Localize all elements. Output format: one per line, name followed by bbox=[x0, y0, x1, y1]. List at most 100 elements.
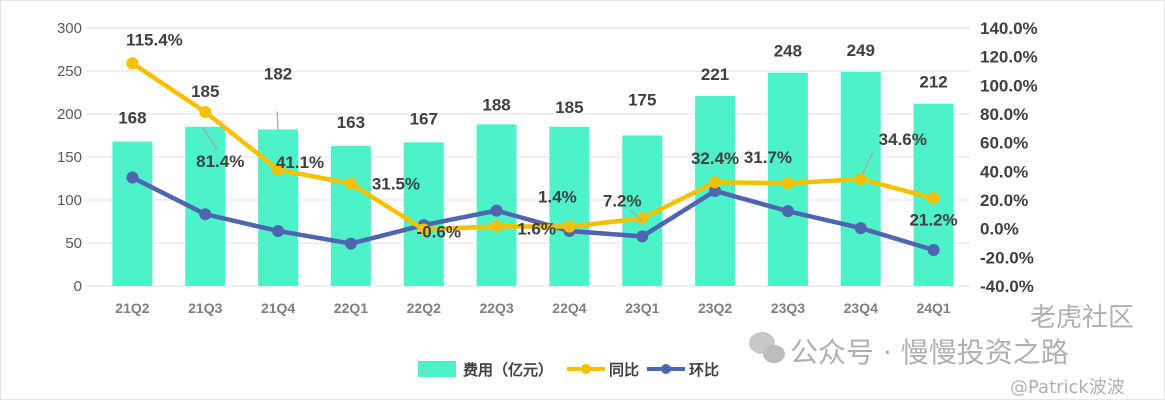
yoy-point-23Q4 bbox=[854, 173, 867, 186]
qoq-point-23Q1 bbox=[636, 230, 649, 243]
yoy-point-21Q3 bbox=[199, 105, 212, 118]
gridlines bbox=[86, 27, 970, 287]
right-axis-tick: 60.0% bbox=[980, 134, 1028, 153]
qoq-point-21Q4 bbox=[272, 224, 285, 237]
legend-label-fee: 费用（亿元） bbox=[463, 361, 553, 379]
bar-22Q1 bbox=[330, 145, 371, 286]
watermark-community: 老虎社区 bbox=[1030, 303, 1134, 333]
bar-data-label: 163 bbox=[337, 113, 365, 132]
yoy-data-label: 41.1% bbox=[276, 153, 324, 172]
x-axis-tick: 21Q3 bbox=[188, 300, 222, 316]
right-axis-tick: 100.0% bbox=[980, 76, 1038, 95]
yoy-data-label: 1.6% bbox=[517, 219, 556, 238]
x-axis-tick: 22Q2 bbox=[407, 300, 441, 316]
bar-data-label: 188 bbox=[482, 95, 510, 114]
qoq-point-23Q4 bbox=[854, 222, 867, 235]
bar-data-label: 221 bbox=[701, 65, 729, 84]
bar-data-label: 248 bbox=[774, 42, 802, 61]
axes: 0 50 100 150 200 250 300 -40.0% -20.0% 0.0% 20.0% 4… bbox=[57, 19, 1038, 316]
left-axis-tick: 150 bbox=[57, 149, 82, 166]
bar-data-label: 212 bbox=[919, 73, 947, 92]
data-labels: 168 185 182 163 167 188 185 175 221 248 249 212 115.… bbox=[118, 30, 957, 241]
watermark: 公众号 · 慢慢投资之路 老虎社区 @Patrick波波 bbox=[749, 303, 1134, 398]
yoy-data-label: 115.4% bbox=[126, 30, 183, 49]
qoq-line bbox=[131, 175, 935, 253]
bar-data-label: 185 bbox=[191, 82, 219, 101]
yoy-data-label: 34.6% bbox=[879, 130, 927, 149]
yoy-line bbox=[131, 61, 935, 232]
x-axis-tick: 22Q4 bbox=[552, 300, 586, 316]
x-axis-tick: 23Q4 bbox=[844, 300, 878, 316]
right-axis-tick: -20.0% bbox=[980, 248, 1034, 267]
yoy-point-22Q1 bbox=[344, 177, 357, 190]
right-axis-tick: 140.0% bbox=[980, 19, 1038, 38]
yoy-data-label: 7.2% bbox=[603, 191, 642, 210]
yoy-data-label: 31.5% bbox=[372, 175, 420, 194]
yoy-point-21Q2 bbox=[126, 57, 139, 70]
qoq-point-23Q2 bbox=[709, 184, 722, 197]
wechat-icon bbox=[749, 332, 785, 363]
right-axis-tick: 80.0% bbox=[980, 105, 1028, 124]
bar-data-label: 182 bbox=[264, 64, 292, 83]
x-axis-tick: 22Q1 bbox=[334, 300, 368, 316]
qoq-point-21Q3 bbox=[199, 208, 212, 221]
x-axis-tick: 22Q3 bbox=[479, 300, 513, 316]
qoq-point-23Q3 bbox=[781, 205, 794, 218]
x-axis-tick: 21Q2 bbox=[115, 300, 149, 316]
right-axis-tick: 20.0% bbox=[980, 191, 1028, 210]
leader-line bbox=[629, 209, 643, 223]
qoq-point-22Q1 bbox=[344, 237, 357, 250]
yoy-data-label: 21.2% bbox=[909, 210, 957, 229]
x-axis-tick: 24Q1 bbox=[916, 300, 950, 316]
right-axis-tick: 0.0% bbox=[980, 220, 1019, 239]
legend-swatch-fee bbox=[418, 361, 456, 377]
yoy-data-label: 31.7% bbox=[744, 148, 792, 167]
bar-data-label: 175 bbox=[628, 91, 656, 110]
qoq-point-24Q1 bbox=[927, 244, 940, 257]
yoy-data-label: 32.4% bbox=[691, 149, 739, 168]
watermark-wechat: 公众号 · 慢慢投资之路 bbox=[790, 336, 1069, 369]
x-axis-tick: 23Q3 bbox=[771, 300, 805, 316]
legend-marker-yoy bbox=[581, 364, 591, 374]
bar-22Q2 bbox=[403, 142, 444, 286]
leader-line bbox=[202, 127, 218, 151]
legend-label-yoy: 同比 bbox=[609, 361, 639, 379]
bar-data-label: 249 bbox=[847, 41, 875, 60]
qoq-point-21Q2 bbox=[126, 171, 139, 184]
bar-data-label: 168 bbox=[118, 109, 146, 128]
x-axis-tick: 23Q2 bbox=[698, 300, 732, 316]
qoq-point-22Q3 bbox=[490, 204, 503, 217]
left-axis-tick: 200 bbox=[57, 106, 82, 123]
left-axis-tick: 250 bbox=[57, 63, 82, 80]
bar-21Q2 bbox=[112, 141, 153, 286]
yoy-point-23Q1 bbox=[636, 212, 649, 225]
yoy-point-22Q3 bbox=[490, 220, 503, 233]
x-axis-tick: 21Q4 bbox=[261, 300, 295, 316]
yoy-data-label: 81.4% bbox=[196, 152, 244, 171]
yoy-data-label: -0.6% bbox=[417, 223, 461, 242]
bar-22Q4 bbox=[549, 126, 590, 287]
legend-label-qoq: 环比 bbox=[689, 361, 719, 379]
yoy-data-label: 1.4% bbox=[538, 188, 577, 207]
yoy-point-22Q4 bbox=[563, 220, 576, 233]
watermark-author: @Patrick波波 bbox=[1010, 377, 1125, 398]
left-axis-tick: 300 bbox=[57, 20, 82, 37]
x-axis-tick: 23Q1 bbox=[625, 300, 659, 316]
left-axis-tick: 50 bbox=[65, 235, 82, 252]
right-axis-tick: 120.0% bbox=[980, 48, 1038, 67]
yoy-point-23Q2 bbox=[709, 176, 722, 189]
left-axis-tick: 100 bbox=[57, 192, 82, 209]
yoy-point-24Q1 bbox=[927, 192, 940, 205]
bar-21Q4 bbox=[258, 129, 299, 286]
yoy-point-23Q3 bbox=[781, 177, 794, 190]
right-axis-tick: -40.0% bbox=[980, 277, 1034, 296]
legend-marker-qoq bbox=[661, 364, 671, 374]
yoy-point-22Q2 bbox=[417, 223, 430, 236]
leader-line bbox=[862, 151, 874, 175]
left-axis-tick: 0 bbox=[74, 278, 82, 295]
line-series bbox=[126, 57, 940, 257]
bar-data-label: 167 bbox=[410, 109, 438, 128]
bar-data-label: 185 bbox=[555, 98, 583, 117]
right-axis-tick: 40.0% bbox=[980, 162, 1028, 181]
